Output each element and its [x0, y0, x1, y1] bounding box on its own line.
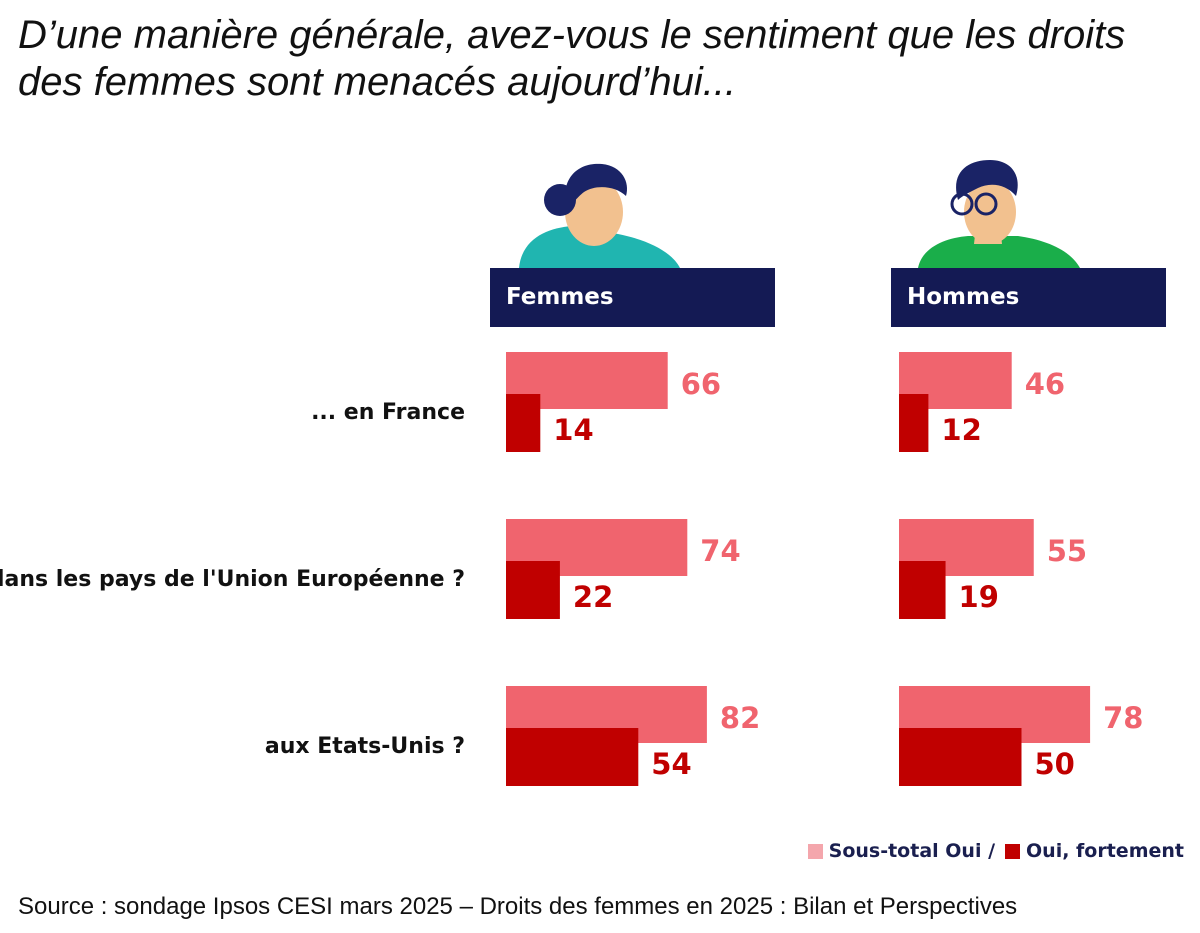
group-header-label-femmes: Femmes	[506, 284, 614, 310]
woman-avatar-icon	[519, 163, 680, 268]
value-label-fortement: 14	[553, 413, 593, 447]
legend-swatch-sous-total	[807, 843, 823, 859]
legend-label-fortement: Oui, fortement	[1026, 840, 1184, 862]
chart-title: D’une manière générale, avez-vous le sen…	[18, 13, 1126, 104]
category-label: aux Etats-Unis ?	[265, 734, 465, 759]
bar-fortement	[899, 561, 946, 619]
value-label-sous-total: 78	[1103, 701, 1143, 735]
man-hair	[956, 160, 1018, 200]
woman-body	[519, 226, 680, 268]
bar-fortement	[506, 728, 639, 786]
source-note: Source : sondage Ipsos CESI mars 2025 – …	[18, 893, 1018, 920]
value-label-fortement: 22	[573, 580, 613, 614]
group-header-hommes	[891, 268, 1166, 327]
bar-fortement	[899, 394, 929, 452]
bar-fortement	[506, 394, 541, 452]
value-label-sous-total: 55	[1047, 534, 1087, 568]
value-label-sous-total: 46	[1025, 367, 1065, 401]
bar-fortement	[899, 728, 1022, 786]
group-header-femmes	[490, 268, 775, 327]
category-label: ... en France	[311, 400, 465, 425]
value-label-sous-total: 74	[700, 534, 740, 568]
value-label-sous-total: 66	[681, 367, 721, 401]
woman-hair	[564, 163, 627, 208]
value-label-fortement: 12	[941, 413, 981, 447]
value-label-fortement: 50	[1035, 747, 1075, 781]
legend-label-sous-total: Sous-total Oui /	[828, 840, 996, 862]
man-glasses-left	[950, 192, 974, 216]
bar-fortement	[506, 561, 560, 619]
group-header-label-hommes: Hommes	[907, 284, 1019, 310]
man-avatar-icon	[918, 160, 1080, 268]
man-glasses-right	[974, 192, 998, 216]
legend: Sous-total Oui / Oui, fortement	[807, 840, 1184, 862]
value-label-fortement: 19	[959, 580, 999, 614]
man-body	[918, 236, 1080, 268]
category-label: dans les pays de l'Union Européenne ?	[0, 567, 465, 592]
legend-swatch-fortement	[1005, 843, 1021, 859]
value-label-sous-total: 82	[720, 701, 760, 735]
woman-hair-bun	[544, 184, 576, 216]
value-label-fortement: 54	[651, 747, 691, 781]
